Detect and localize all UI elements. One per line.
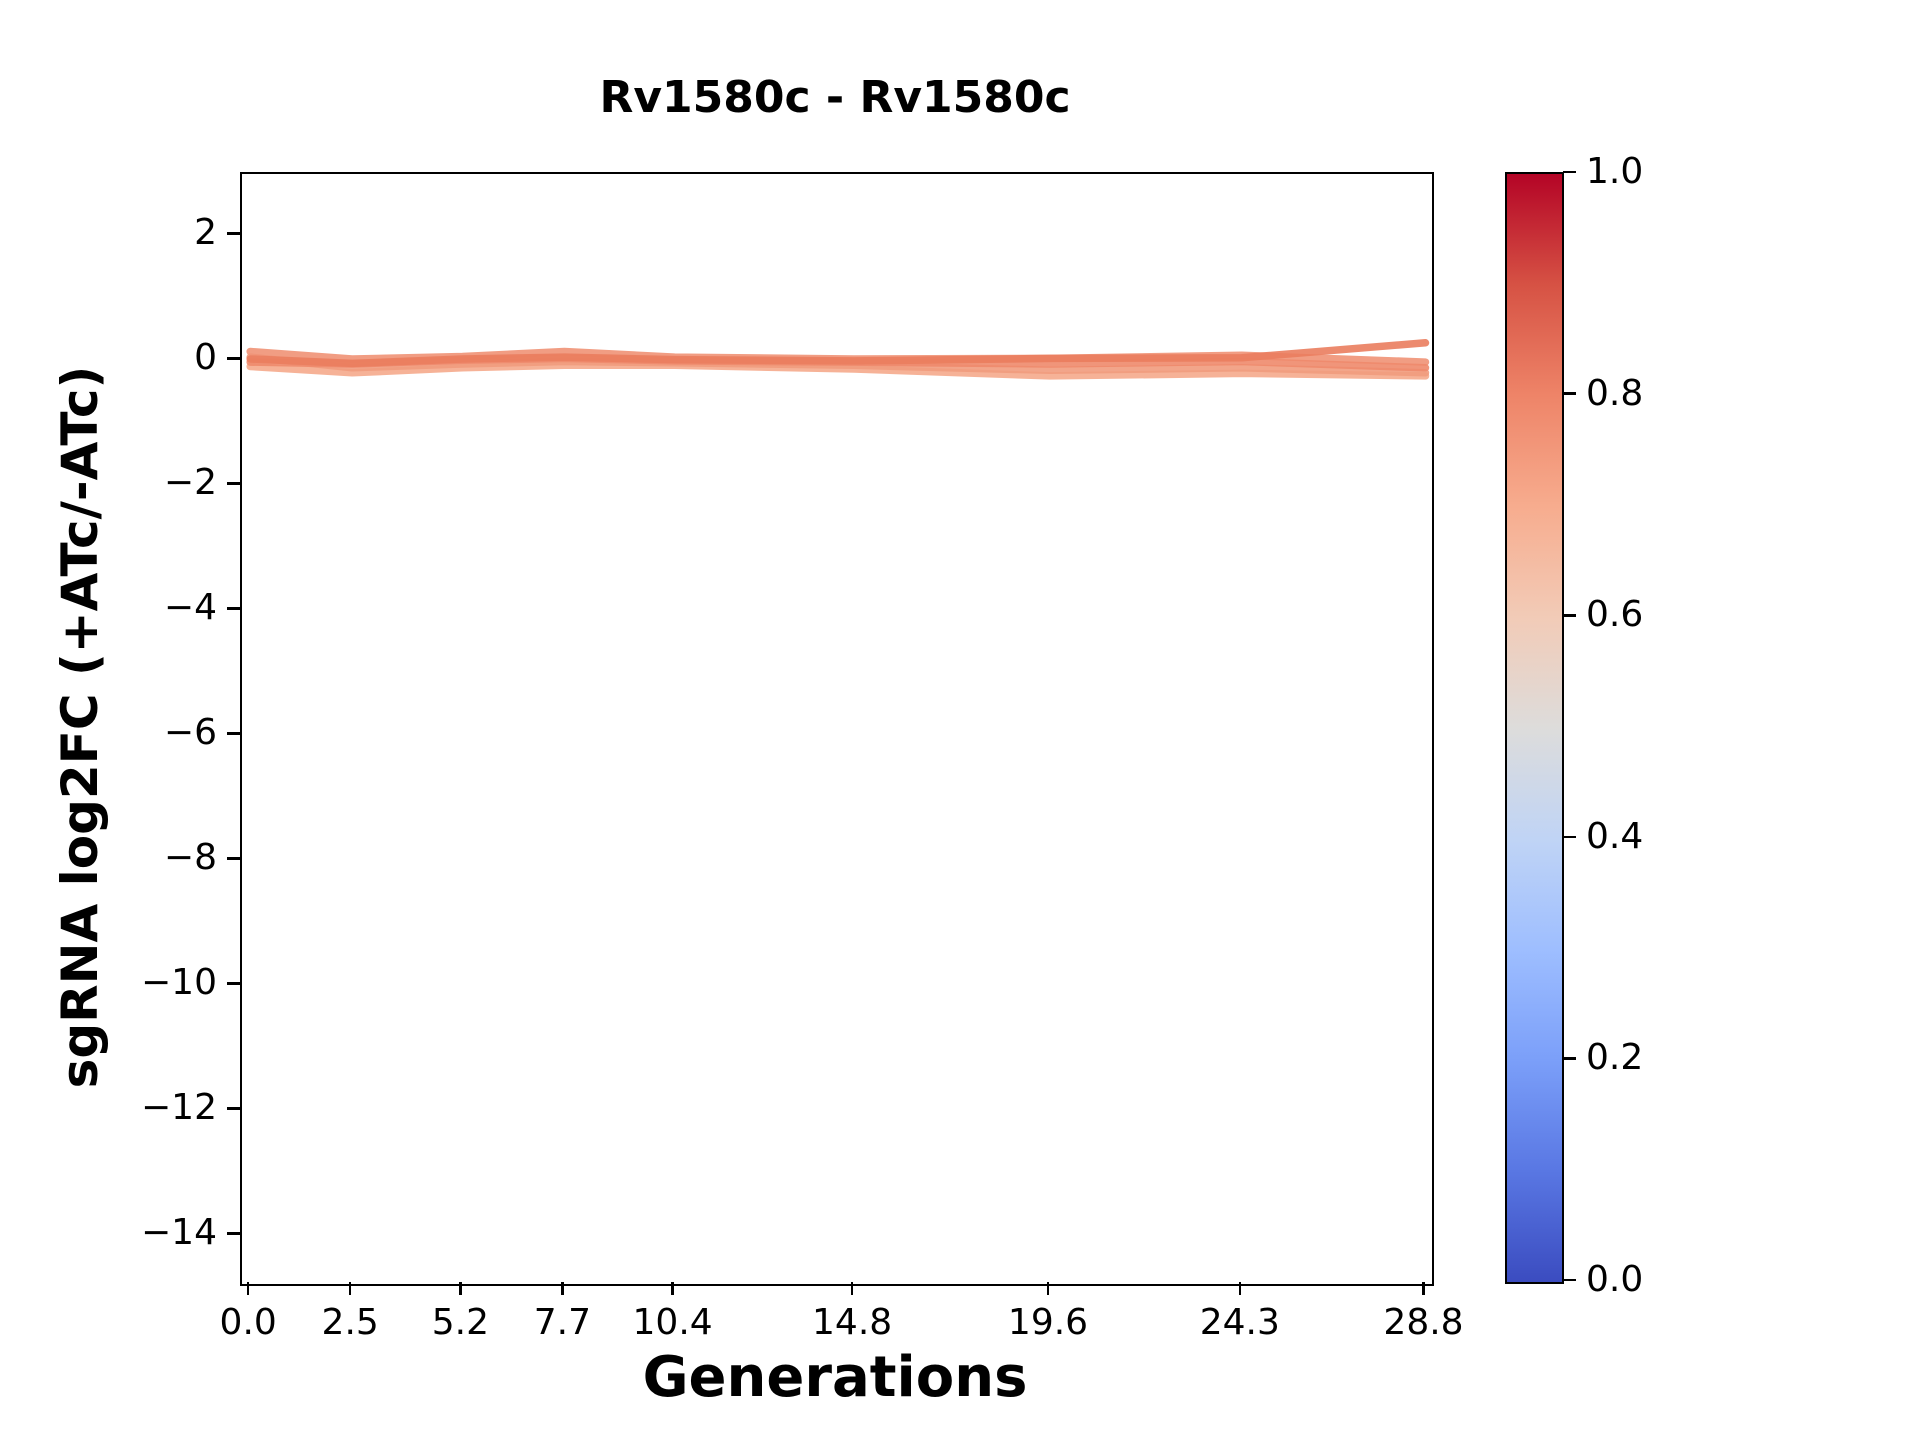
y-tick-mark bbox=[227, 857, 240, 860]
y-tick-mark bbox=[227, 357, 240, 360]
x-tick-label: 28.8 bbox=[1383, 1302, 1464, 1343]
x-tick-label: 5.2 bbox=[431, 1302, 490, 1343]
y-tick-label: −6 bbox=[163, 712, 217, 754]
y-tick-mark bbox=[227, 982, 240, 985]
colorbar bbox=[1505, 172, 1564, 1284]
x-tick-label: 2.5 bbox=[321, 1302, 379, 1343]
y-tick-mark bbox=[227, 1107, 240, 1110]
x-axis-label: Generations bbox=[642, 1345, 1028, 1410]
y-tick-label: −12 bbox=[141, 1087, 217, 1129]
chart-title: Rv1580c - Rv1580c bbox=[599, 72, 1071, 123]
colorbar-tick-label: 0.8 bbox=[1586, 372, 1644, 414]
x-tick-mark bbox=[1422, 1282, 1425, 1295]
colorbar-tick-mark bbox=[1562, 392, 1576, 395]
x-tick-label: 24.3 bbox=[1199, 1302, 1280, 1343]
x-tick-label: 14.8 bbox=[812, 1302, 893, 1343]
x-tick-label: 7.7 bbox=[533, 1302, 592, 1343]
x-tick-label: 19.6 bbox=[1007, 1302, 1089, 1343]
y-tick-label: 0 bbox=[194, 337, 217, 379]
y-tick-mark bbox=[227, 482, 240, 485]
colorbar-tick-mark bbox=[1562, 614, 1576, 617]
x-tick-mark bbox=[459, 1282, 462, 1295]
y-tick-label: −10 bbox=[141, 962, 217, 1004]
x-tick-label: 10.4 bbox=[632, 1302, 713, 1343]
x-tick-mark bbox=[246, 1282, 250, 1295]
y-tick-label: −4 bbox=[163, 587, 217, 629]
colorbar-tick-label: 1.0 bbox=[1586, 151, 1644, 192]
y-tick-mark bbox=[227, 607, 240, 610]
x-tick-mark bbox=[850, 1282, 854, 1295]
x-tick-mark bbox=[1238, 1282, 1242, 1295]
x-tick-mark bbox=[1046, 1282, 1050, 1295]
x-tick-label: 0.0 bbox=[219, 1302, 277, 1343]
y-tick-mark bbox=[227, 1232, 240, 1235]
y-tick-label: −8 bbox=[163, 837, 217, 879]
colorbar-tick-mark bbox=[1562, 835, 1576, 838]
series-line-5 bbox=[246, 339, 1430, 368]
x-tick-mark bbox=[348, 1282, 352, 1295]
x-tick-mark bbox=[671, 1282, 674, 1295]
colorbar-tick-label: 0.6 bbox=[1586, 594, 1644, 636]
x-tick-mark bbox=[561, 1282, 564, 1295]
y-tick-label: −14 bbox=[141, 1212, 217, 1254]
series-lines bbox=[246, 339, 1430, 380]
y-tick-label: −2 bbox=[163, 462, 217, 504]
colorbar-tick-label: 0.2 bbox=[1586, 1037, 1644, 1079]
y-tick-label: 2 bbox=[194, 212, 217, 254]
plot-area bbox=[240, 172, 1434, 1286]
colorbar-tick-label: 0.4 bbox=[1586, 815, 1644, 857]
colorbar-tick-mark bbox=[1562, 1278, 1576, 1282]
y-tick-mark bbox=[227, 732, 240, 735]
colorbar-tick-mark bbox=[1562, 1057, 1576, 1060]
colorbar-tick-label: 0.0 bbox=[1586, 1259, 1644, 1300]
y-tick-mark bbox=[227, 232, 240, 235]
colorbar-tick-mark bbox=[1562, 170, 1576, 174]
